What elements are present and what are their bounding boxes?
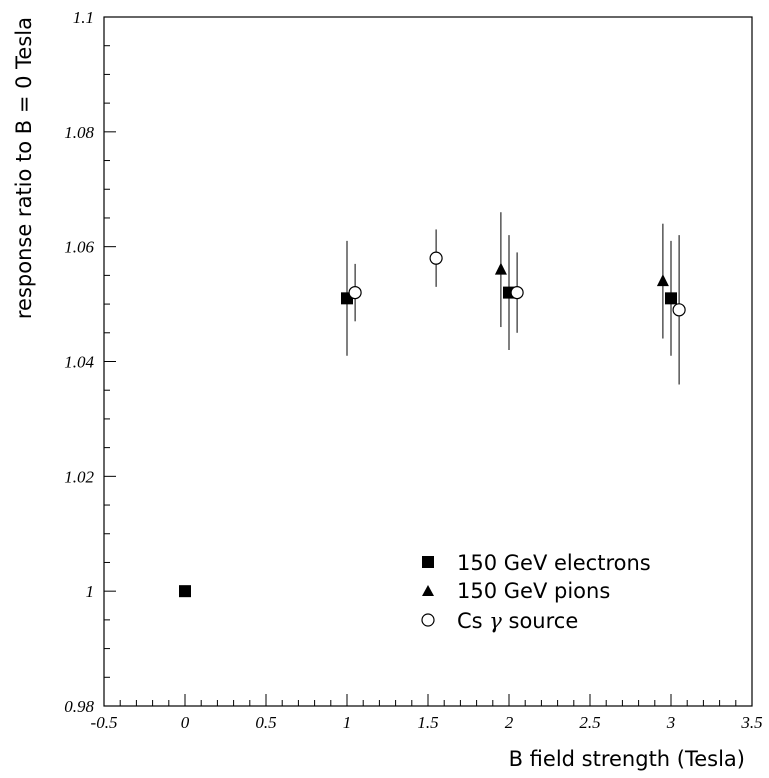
y-tick-label: 1.04 [64, 353, 94, 372]
x-tick-label: 2.5 [579, 713, 600, 732]
electron-point [179, 585, 191, 598]
legend-label-cs-suffix: source [502, 609, 578, 633]
legend-marker-cs [421, 613, 435, 627]
legend-label-cs-prefix: Cs [457, 609, 489, 633]
y-tick-label: 0.98 [64, 697, 94, 716]
pion-point [494, 262, 507, 275]
y-tick-label: 1.08 [64, 123, 94, 142]
tick-labels: -0.5 0 0.5 1 1.5 2 2.5 3 3.5 0.98 1 1.02 1.04 1.06 1.0… [64, 8, 762, 732]
cs-point [348, 286, 362, 300]
cs-point [429, 251, 443, 265]
axis-ticks [103, 16, 753, 707]
y-axis-title: response ratio to B = 0 Tesla [12, 17, 36, 319]
x-tick-label: 3.5 [740, 713, 762, 732]
x-tick-label: 0 [181, 713, 190, 732]
x-tick-label: 1 [343, 713, 352, 732]
x-tick-label: -0.5 [91, 713, 118, 732]
legend-marker-pions [422, 585, 434, 596]
x-axis-title: B field strength (Tesla) [509, 747, 745, 771]
cs-point [510, 286, 524, 300]
y-tick-label: 1 [86, 582, 95, 601]
legend: 150 GeV electrons 150 GeV pions Cs γ sou… [421, 551, 651, 633]
legend-label-electrons: 150 GeV electrons [457, 551, 651, 575]
x-tick-label: 3 [666, 713, 676, 732]
electron-point [665, 292, 677, 305]
y-tick-label: 1.02 [64, 467, 94, 486]
legend-label-cs-greek: γ [489, 609, 502, 633]
data-points [179, 251, 686, 598]
legend-label-pions: 150 GeV pions [457, 579, 610, 603]
x-tick-label: 1.5 [417, 713, 438, 732]
x-tick-label: 0.5 [255, 713, 276, 732]
y-tick-label: 1.1 [73, 8, 94, 27]
legend-label-cs: Cs γ source [457, 609, 578, 633]
plot-frame [103, 16, 753, 707]
x-tick-label: 2 [505, 713, 514, 732]
y-tick-label: 1.06 [64, 238, 94, 257]
legend-marker-electrons [422, 556, 434, 568]
cs-point [672, 303, 686, 317]
pion-point [656, 274, 669, 287]
